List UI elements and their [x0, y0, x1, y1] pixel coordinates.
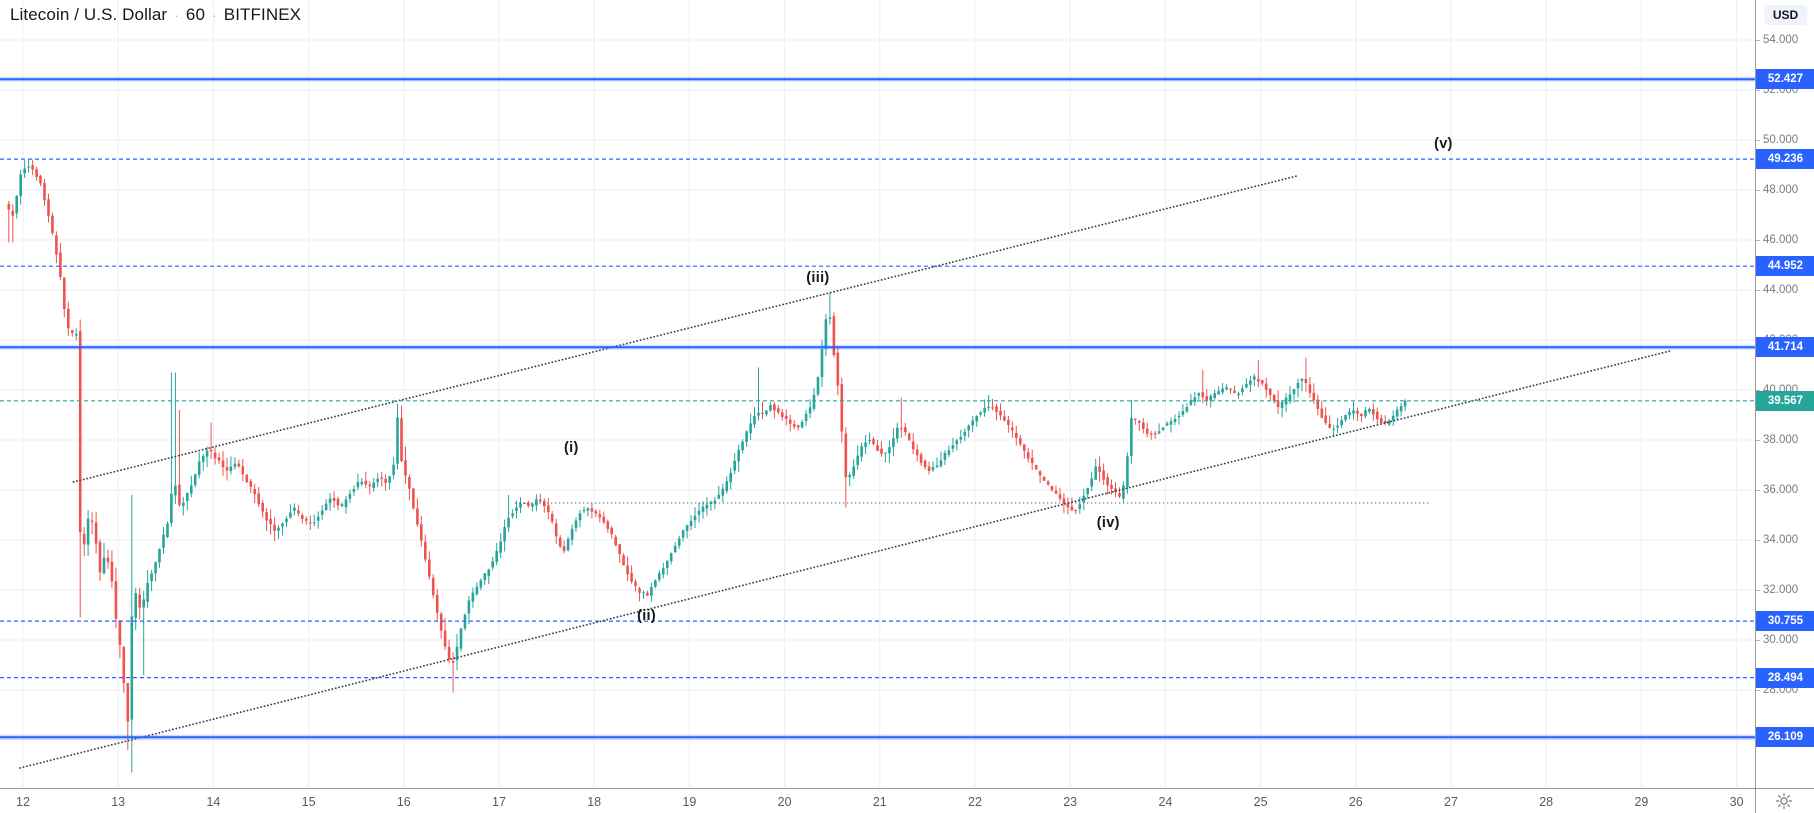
candlestick-series	[7, 159, 1407, 773]
currency-toggle-button[interactable]: USD	[1763, 5, 1808, 25]
tick-mark	[1756, 589, 1760, 591]
price-level-badge[interactable]: 44.952	[1756, 256, 1814, 277]
time-tick-label: 26	[1348, 794, 1363, 809]
time-tick-label: 24	[1158, 794, 1173, 809]
time-tick-label: 27	[1444, 794, 1458, 809]
wave-label[interactable]: (ii)	[637, 608, 657, 625]
time-tick-label: 16	[396, 794, 411, 809]
price-tick-label: 36.000	[1756, 482, 1814, 498]
price-tick-label: 54.000	[1756, 32, 1814, 48]
title-separator: ·	[174, 7, 179, 23]
time-tick-label: 19	[682, 794, 697, 809]
time-tick-label: 29	[1634, 794, 1649, 809]
time-tick-label: 23	[1063, 794, 1078, 809]
axis-corner-separator	[1755, 789, 1756, 813]
time-tick-label: 25	[1253, 794, 1268, 809]
tick-mark	[1756, 539, 1760, 541]
price-level-badge[interactable]: 41.714	[1756, 337, 1814, 358]
price-axis[interactable]: USD 54.000 52.000 50.000 48.000 46.000 44.000…	[1755, 0, 1814, 788]
tick-mark	[1756, 439, 1760, 441]
price-level-badge[interactable]: 26.109	[1756, 727, 1814, 748]
price-tick-label: 50.000	[1756, 132, 1814, 148]
tick-mark	[1756, 39, 1760, 41]
exchange-label[interactable]: BITFINEX	[223, 5, 302, 24]
price-chart	[0, 0, 1755, 788]
current-price-badge[interactable]: 39.567	[1756, 390, 1814, 411]
title-separator: ·	[212, 7, 217, 23]
price-level-badge[interactable]: 52.427	[1756, 69, 1814, 90]
price-level-badge[interactable]: 30.755	[1756, 611, 1814, 632]
price-tick-label: 34.000	[1756, 532, 1814, 548]
price-tick-label: 48.000	[1756, 182, 1814, 198]
wave-label[interactable]: (i)	[564, 440, 579, 456]
time-axis[interactable]: 12 13 14 15 16 17 18 19 20 21 22 23 24 25 26 27 28 29 30	[0, 788, 1814, 813]
tick-mark	[1756, 289, 1760, 291]
price-tick-label: 46.000	[1756, 232, 1814, 248]
tick-mark	[1756, 689, 1760, 691]
price-tick-label: 38.000	[1756, 432, 1814, 448]
tick-mark	[1756, 139, 1760, 141]
tick-mark	[1756, 639, 1760, 641]
tick-mark	[1756, 189, 1760, 191]
time-tick-label: 12	[16, 794, 30, 809]
wave-label[interactable]: (iv)	[1096, 515, 1120, 531]
trendline-upper-channel[interactable]	[72, 175, 1298, 483]
trendline-lower-channel[interactable]	[19, 350, 1671, 769]
price-level-badge[interactable]: 28.494	[1756, 667, 1814, 688]
time-tick-label: 22	[968, 794, 982, 809]
price-tick-label: 30.000	[1756, 632, 1814, 648]
chart-plot-area[interactable]: Litecoin / U.S. Dollar · 60 · BITFINEX (…	[0, 0, 1755, 788]
tick-mark	[1756, 89, 1760, 91]
time-tick-label: 21	[872, 794, 887, 809]
wave-label[interactable]: (v)	[1434, 136, 1453, 152]
time-tick-label: 15	[301, 794, 316, 809]
symbol-title[interactable]: Litecoin / U.S. Dollar	[10, 5, 168, 24]
price-level-badge[interactable]: 49.236	[1756, 149, 1814, 170]
tick-mark	[1756, 389, 1760, 391]
time-tick-label: 17	[492, 794, 506, 809]
time-tick-label: 18	[587, 794, 602, 809]
time-tick-label: 20	[777, 794, 792, 809]
wave-label[interactable]: (iii)	[806, 270, 830, 286]
interval-label[interactable]: 60	[185, 5, 206, 24]
chart-legend[interactable]: Litecoin / U.S. Dollar · 60 · BITFINEX	[10, 5, 301, 25]
gear-sun-icon[interactable]	[1771, 790, 1797, 812]
tick-mark	[1756, 239, 1760, 241]
tick-mark	[1756, 489, 1760, 491]
time-tick-label: 13	[111, 794, 126, 809]
time-tick-label: 28	[1539, 794, 1554, 809]
price-tick-label: 44.000	[1756, 282, 1814, 298]
price-tick-label: 32.000	[1756, 582, 1814, 598]
time-tick-label: 30	[1729, 794, 1744, 809]
time-tick-label: 14	[206, 794, 221, 809]
